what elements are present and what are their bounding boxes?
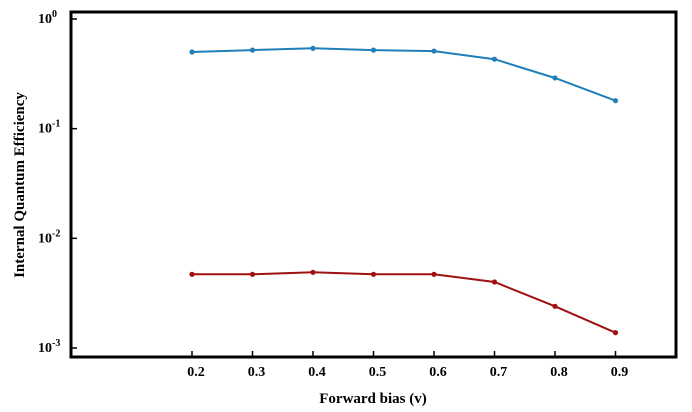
series-red-point <box>491 279 498 285</box>
x-tick-label: 0.5 <box>369 365 387 380</box>
series-blue-point <box>491 56 498 62</box>
x-tick-label: 0.7 <box>490 365 508 380</box>
y-axis-ticks: 100 10-1 10-2 10-3 <box>38 9 77 356</box>
x-tick-label: 0.2 <box>187 365 205 380</box>
series-blue-point <box>612 98 619 104</box>
x-tick-label: 0.9 <box>611 365 629 380</box>
y-tick-label: 10-3 <box>38 338 60 356</box>
series-red-point <box>612 330 619 336</box>
series-blue-line <box>191 47 616 102</box>
x-tick-label: 0.3 <box>248 365 266 380</box>
series-blue-point <box>310 45 316 51</box>
series-blue-point <box>552 75 558 81</box>
x-axis-ticks: 0.2 0.3 0.4 0.5 0.6 0.7 0.8 0.9 <box>187 351 628 380</box>
y-axis-title: Internal Quantum Efficiency <box>12 92 28 278</box>
series-red-point <box>370 271 377 277</box>
plot-frame <box>69 10 678 359</box>
y-tick-label: 10-2 <box>38 228 60 246</box>
x-tick-label: 0.8 <box>550 365 568 380</box>
series-red-point <box>552 303 558 309</box>
series-blue-point <box>249 47 256 53</box>
series-red-point <box>431 271 437 277</box>
x-tick-label: 0.4 <box>308 365 326 380</box>
series-blue-point <box>370 47 377 53</box>
series-red-line <box>192 271 616 334</box>
series-layer <box>189 45 619 336</box>
x-axis-title: Forward bias (v) <box>319 391 427 407</box>
series-blue-point <box>189 49 195 55</box>
series-blue-point <box>431 48 437 54</box>
series-red-point <box>189 271 195 277</box>
y-tick-label: 100 <box>38 9 57 27</box>
y-tick-label: 10-1 <box>38 119 60 137</box>
x-tick-label: 0.6 <box>429 365 447 380</box>
series-red-point <box>310 269 316 275</box>
series-red-point <box>249 271 256 277</box>
